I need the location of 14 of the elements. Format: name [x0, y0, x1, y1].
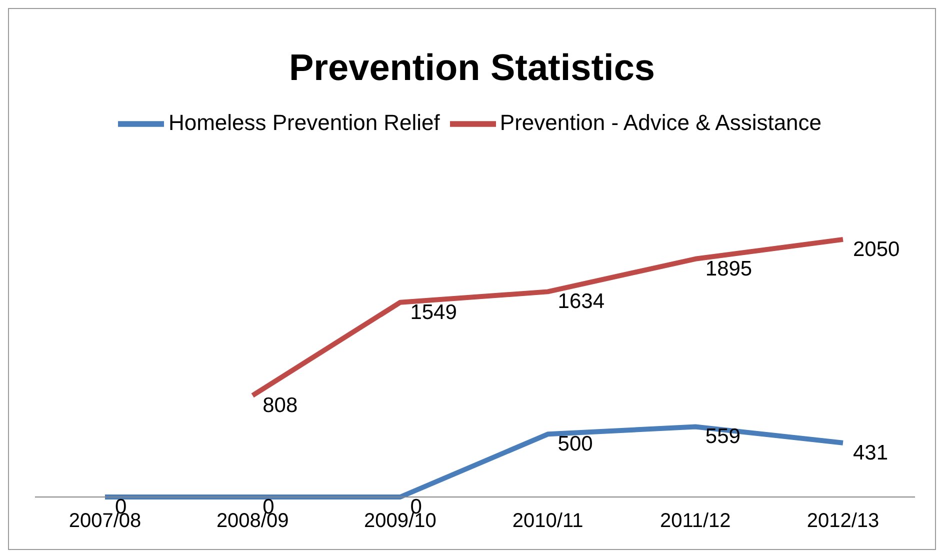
x-tick-label: 2011/12 — [660, 510, 731, 532]
x-tick-label: 2010/11 — [512, 510, 584, 532]
data-label: 431 — [853, 441, 888, 464]
x-tick-label: 2012/13 — [806, 510, 880, 532]
legend-label: Prevention - Advice & Assistance — [500, 110, 822, 135]
data-label: 500 — [558, 432, 593, 456]
data-label: 2050 — [853, 238, 900, 261]
data-label: 1895 — [705, 257, 752, 280]
data-label: 808 — [262, 394, 298, 417]
legend-label: Homeless Prevention Relief — [168, 110, 440, 135]
chart-title: Prevention Statistics — [288, 46, 656, 90]
data-label: 1549 — [410, 300, 457, 324]
data-label: 1634 — [558, 290, 605, 314]
data-label: 559 — [705, 425, 740, 448]
